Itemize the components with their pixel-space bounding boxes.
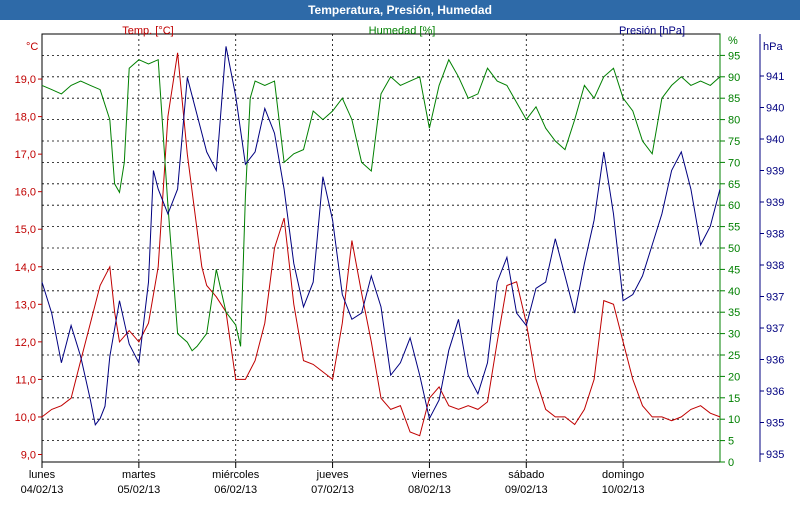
humidity-tick-label: 30 (728, 329, 740, 341)
humidity-tick-label: 95 (728, 50, 740, 62)
x-date-label: 07/02/13 (311, 484, 354, 496)
pressure-tick-label: 940 (766, 103, 784, 115)
series-line-temp (41, 52, 721, 437)
temp-tick-label: 15,0 (15, 224, 36, 236)
x-day-label: jueves (316, 469, 349, 481)
chart-svg: 19,0 18,0 17,0 16,0 15,0 14,0 13,0 12,0 11,0 10,0… (15, 25, 785, 496)
series-line-humidity (41, 58, 721, 352)
pressure-tick-label: 936 (766, 386, 784, 398)
x-axis: lunes 04/02/13 martes 05/02/13 miércoles 06/0… (21, 462, 645, 496)
chart-title: Temperatura, Presión, Humedad (308, 3, 492, 17)
chart-area: 19,0 18,0 17,0 16,0 15,0 14,0 13,0 12,0 11,0 10,0… (0, 20, 800, 500)
temp-tick-label: 13,0 (15, 299, 36, 311)
humidity-tick-label: 50 (728, 243, 740, 255)
humidity-tick-label: 45 (728, 264, 740, 276)
temp-axis: 19,0 18,0 17,0 16,0 15,0 14,0 13,0 12,0 11,0 10,0… (15, 41, 42, 461)
temp-tick-label: 11,0 (15, 374, 36, 386)
chart-title-bar: Temperatura, Presión, Humedad (0, 0, 800, 20)
humidity-tick-label: 5 (728, 436, 734, 448)
x-date-label: 06/02/13 (214, 484, 257, 496)
humidity-tick-label: 70 (728, 157, 740, 169)
humidity-tick-label: 40 (728, 286, 740, 298)
x-day-label: sábado (508, 469, 544, 481)
humidity-tick-label: 90 (728, 72, 740, 84)
series-line-pressure (41, 46, 721, 426)
temp-tick-label: 14,0 (15, 262, 36, 274)
humidity-tick-label: 75 (728, 136, 740, 148)
temp-tick-label: 9,0 (21, 449, 36, 461)
series-label-pressure: Presión [hPa] (619, 25, 685, 37)
x-date-label: 10/02/13 (602, 484, 645, 496)
pressure-tick-label: 938 (766, 229, 784, 241)
humidity-tick-label: 0 (728, 457, 734, 469)
pressure-tick-label: 939 (766, 197, 784, 209)
x-date-label: 08/02/13 (408, 484, 451, 496)
pressure-tick-label: 937 (766, 292, 784, 304)
series-group (41, 46, 721, 437)
humidity-tick-label: 10 (728, 414, 740, 426)
humidity-unit: % (728, 35, 738, 47)
grid-lines (41, 33, 721, 463)
humidity-tick-label: 60 (728, 200, 740, 212)
temp-unit: °C (26, 41, 38, 53)
pressure-tick-label: 935 (766, 449, 784, 461)
humidity-tick-label: 80 (728, 115, 740, 127)
x-day-label: lunes (29, 469, 56, 481)
series-labels: Temp. [°C] Humedad [%] Presión [hPa] (122, 25, 685, 37)
x-day-label: viernes (412, 469, 448, 481)
temp-tick-label: 18,0 (15, 112, 36, 124)
x-date-label: 09/02/13 (505, 484, 548, 496)
pressure-tick-label: 935 (766, 418, 784, 430)
humidity-tick-label: 65 (728, 179, 740, 191)
x-date-label: 05/02/13 (117, 484, 160, 496)
temp-tick-label: 10,0 (15, 412, 36, 424)
humidity-tick-label: 85 (728, 93, 740, 105)
pressure-tick-label: 936 (766, 355, 784, 367)
x-day-label: martes (122, 469, 156, 481)
pressure-unit: hPa (763, 41, 783, 53)
series-label-temp: Temp. [°C] (122, 25, 173, 37)
pressure-tick-label: 941 (766, 71, 784, 83)
pressure-axis: 941 940 940 939 939 938 938 937 937 936 936 935 935 h… (759, 34, 784, 462)
pressure-tick-label: 940 (766, 134, 784, 146)
humidity-tick-label: 15 (728, 393, 740, 405)
series-label-humidity: Humedad [%] (369, 25, 436, 37)
temp-tick-label: 12,0 (15, 337, 36, 349)
pressure-tick-label: 938 (766, 260, 784, 272)
pressure-tick-label: 939 (766, 166, 784, 178)
x-day-label: miércoles (212, 469, 260, 481)
temp-tick-label: 17,0 (15, 149, 36, 161)
humidity-tick-label: 35 (728, 307, 740, 319)
x-date-label: 04/02/13 (21, 484, 64, 496)
temp-tick-label: 16,0 (15, 187, 36, 199)
x-day-label: domingo (602, 469, 644, 481)
humidity-tick-label: 55 (728, 222, 740, 234)
temp-tick-label: 19,0 (15, 74, 36, 86)
humidity-tick-label: 20 (728, 371, 740, 383)
pressure-tick-label: 937 (766, 323, 784, 335)
humidity-tick-label: 25 (728, 350, 740, 362)
